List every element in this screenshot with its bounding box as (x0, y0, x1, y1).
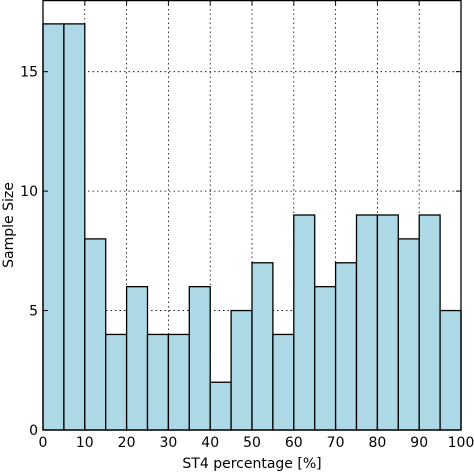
x-tick-label: 100 (448, 435, 474, 451)
y-tick-label: 10 (20, 184, 38, 200)
x-tick-labels: 0 10 20 30 40 50 60 70 80 90 100 (39, 435, 474, 451)
histogram-bar (439, 309, 462, 431)
histogram-bar (188, 286, 211, 431)
histogram-bar (418, 214, 441, 431)
x-tick-label: 0 (39, 435, 48, 451)
histogram-bar (209, 381, 232, 431)
x-tick-label: 20 (118, 435, 136, 451)
plot-frame (42, 0, 462, 431)
histogram-bar (293, 214, 316, 431)
x-tick-label: 40 (201, 435, 219, 451)
histogram-bar (314, 286, 337, 431)
histogram-bar (272, 333, 295, 431)
x-tick-label: 60 (285, 435, 303, 451)
y-tick-labels: 0 5 10 15 (20, 65, 38, 439)
histogram-bar (355, 214, 379, 431)
histogram-bar (63, 23, 86, 431)
histogram-bars (42, 23, 462, 431)
x-tick-label: 80 (368, 435, 386, 451)
histogram-bar (230, 309, 253, 431)
histogram-bar (334, 262, 358, 431)
histogram-bar (397, 238, 420, 431)
histogram-bar (125, 286, 149, 431)
x-tick-label: 70 (327, 435, 345, 451)
histogram-bar (146, 333, 170, 431)
y-tick-label: 5 (29, 304, 38, 320)
x-tick-label: 10 (76, 435, 94, 451)
x-axis-label: ST4 percentage [%] (182, 456, 321, 472)
x-tick-label: 90 (410, 435, 428, 451)
y-axis-label: Sample Size (1, 182, 17, 268)
histogram-bar (376, 214, 399, 431)
histogram-bar (167, 333, 190, 431)
x-tick-label: 50 (243, 435, 261, 451)
y-tick-label: 0 (29, 423, 38, 439)
histogram-bar (251, 262, 274, 431)
y-tick-label: 15 (20, 65, 38, 81)
histogram-bar (42, 23, 65, 431)
histogram-bar (105, 333, 128, 431)
histogram-bar (84, 238, 107, 431)
x-tick-label: 30 (159, 435, 177, 451)
